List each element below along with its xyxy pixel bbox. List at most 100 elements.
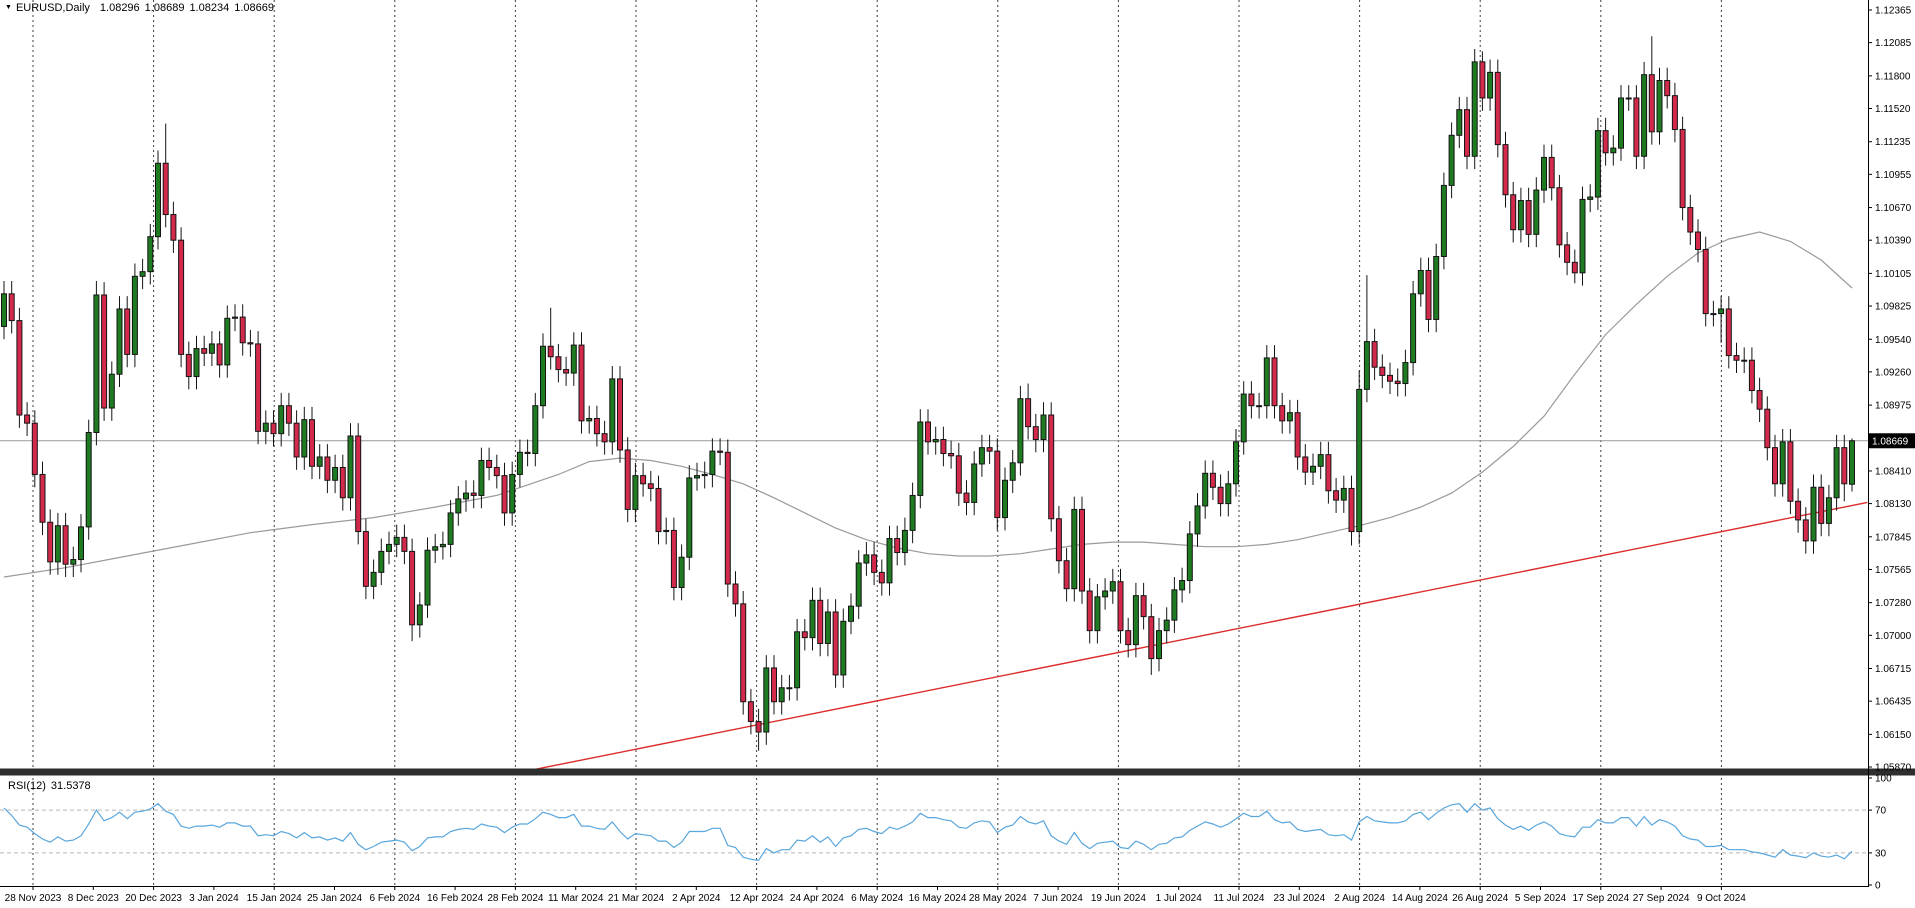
bear-candle — [486, 459, 493, 468]
bear-candle — [801, 631, 808, 639]
bear-candle — [1602, 130, 1609, 154]
bull-candle — [1, 293, 7, 327]
bear-candle — [1333, 490, 1340, 501]
price-tick-label: 1.09260 — [1875, 367, 1912, 378]
bear-candle — [401, 536, 408, 552]
rsi-tick-label: 0 — [1875, 881, 1881, 892]
bear-candle — [1271, 357, 1278, 407]
bear-candle — [717, 450, 724, 453]
bull-candle — [1541, 156, 1547, 191]
date-tick-label: 16 Feb 2024 — [427, 893, 484, 904]
bear-candle — [1679, 128, 1686, 209]
current-price-tag-text: 1.08669 — [1872, 436, 1909, 447]
bull-candle — [1186, 533, 1193, 582]
bull-candle — [1448, 134, 1455, 186]
price-tick-label: 1.11800 — [1875, 71, 1911, 82]
bear-candle — [1394, 380, 1401, 385]
bull-candle — [224, 317, 231, 366]
bull-candle — [701, 473, 708, 477]
bear-candle — [1733, 355, 1740, 361]
rsi-axis[interactable]: 100 70 30 0 — [1868, 774, 1892, 892]
bear-candle — [339, 466, 346, 499]
bear-candle — [493, 466, 500, 477]
grid-lines — [32, 0, 1722, 885]
bull-candle — [1002, 479, 1008, 519]
bull-candle — [155, 162, 161, 238]
support-trendline[interactable] — [535, 501, 1868, 771]
bull-candle — [1810, 486, 1817, 542]
bull-candle — [262, 422, 269, 432]
bear-candle — [1387, 374, 1393, 382]
bear-candle — [309, 419, 315, 467]
bear-candle — [1125, 630, 1132, 646]
bull-candle — [1340, 487, 1347, 501]
bull-candle — [232, 316, 238, 319]
bull-candle — [1833, 447, 1840, 499]
bull-candle — [1718, 308, 1725, 315]
price-tick-label: 1.07000 — [1875, 631, 1912, 642]
price-tick-label: 1.10105 — [1875, 269, 1912, 280]
bear-candle — [871, 554, 878, 573]
bull-candle — [447, 512, 454, 545]
price-tick-label: 1.12365 — [1875, 6, 1912, 17]
price-tick-label: 1.10955 — [1875, 170, 1912, 181]
bear-candle — [894, 538, 901, 554]
bull-candle — [478, 459, 485, 496]
bear-candle — [1756, 390, 1763, 410]
bull-candle — [570, 344, 577, 374]
bear-candle — [817, 599, 824, 644]
bear-candle — [1086, 590, 1093, 632]
bear-candle — [1687, 207, 1694, 233]
date-tick-label: 15 Jan 2024 — [247, 893, 302, 904]
bull-candle — [70, 559, 77, 565]
bear-candle — [1325, 454, 1332, 492]
bear-candle — [239, 316, 246, 344]
bull-candle — [424, 549, 431, 606]
bull-candle — [139, 271, 146, 277]
pane-separator[interactable] — [0, 768, 1915, 776]
price-tick-label: 1.08410 — [1875, 466, 1912, 477]
bear-candle — [1818, 486, 1825, 524]
bull-candle — [509, 473, 516, 514]
rsi-pane[interactable] — [0, 802, 1868, 862]
bull-candle — [686, 477, 693, 558]
bear-candle — [832, 611, 839, 676]
rsi-line — [3, 802, 1853, 862]
bull-candle — [1102, 590, 1109, 598]
bull-candle — [863, 554, 870, 564]
bull-candle — [1710, 313, 1717, 316]
bull-candle — [332, 466, 339, 481]
price-direction-down-icon[interactable]: ▼ — [5, 4, 12, 11]
bear-candle — [47, 521, 54, 563]
bull-candle — [778, 687, 785, 703]
bear-candle — [201, 348, 208, 354]
bull-candle — [1456, 109, 1463, 136]
bull-candle — [108, 373, 115, 409]
price-axis[interactable]: 1.12365 1.12085 1.11800 1.11520 1.11235 1.109… — [1868, 6, 1912, 774]
bear-candle — [1671, 95, 1678, 130]
bear-candle — [1302, 456, 1309, 473]
bull-candle — [1471, 61, 1478, 157]
bear-candle — [255, 343, 262, 432]
bull-candle — [1825, 497, 1832, 524]
bull-candle — [1356, 388, 1363, 533]
date-tick-label: 21 Mar 2024 — [608, 893, 665, 904]
bear-candle — [1032, 426, 1039, 440]
bear-candle — [755, 721, 762, 733]
bull-candle — [1256, 405, 1263, 408]
price-tick-label: 1.05870 — [1875, 763, 1912, 774]
bull-candle — [1163, 619, 1170, 632]
price-tick-label: 1.06435 — [1875, 697, 1912, 708]
date-tick-label: 5 Sep 2024 — [1515, 893, 1567, 904]
time-axis[interactable]: 28 Nov 2023 8 Dec 2023 20 Dec 2023 3 Jan 20… — [5, 886, 1747, 904]
bull-candle — [1156, 630, 1162, 660]
price-tick-label: 1.08975 — [1875, 401, 1912, 412]
bear-candle — [878, 571, 885, 584]
bull-candle — [901, 529, 908, 554]
bull-candle — [632, 475, 639, 510]
bull-candle — [463, 492, 469, 500]
bear-candle — [1502, 144, 1509, 196]
bull-candle — [1849, 440, 1855, 485]
bull-candle — [1417, 269, 1424, 295]
